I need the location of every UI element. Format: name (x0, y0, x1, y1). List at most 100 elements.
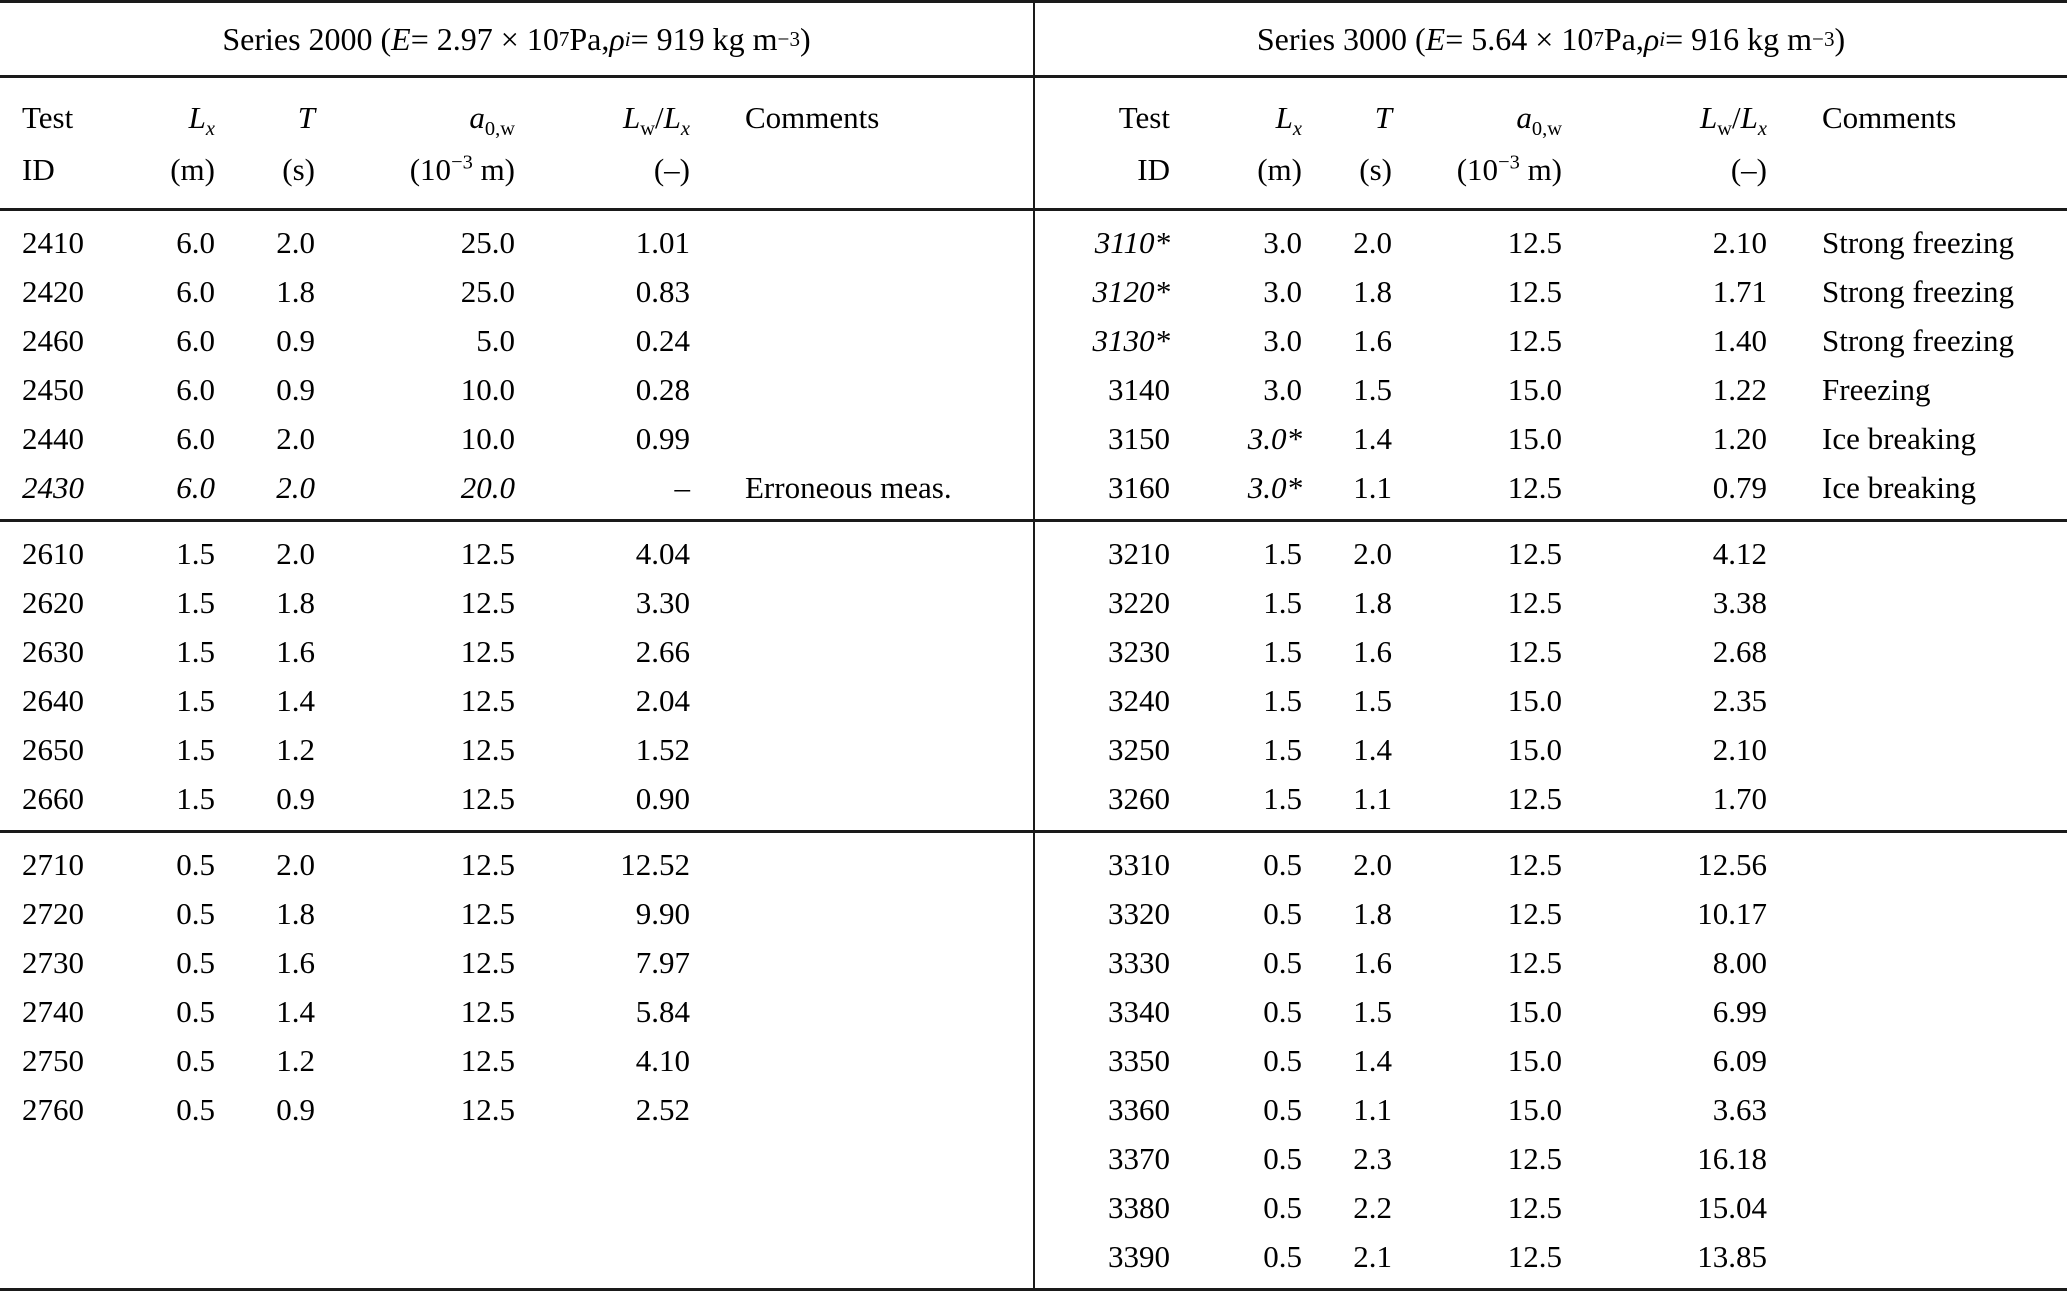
table-row: 3260 1.5 1.1 12.5 1.70 (1035, 774, 2067, 823)
cell-comments (1767, 1085, 2067, 1134)
cell-comments (690, 578, 1033, 627)
cell-a0w: 12.5 (1507, 896, 1562, 931)
cell-test-id: 2660 (22, 781, 84, 816)
table-row: 3370 0.5 2.3 12.5 16.18 (1035, 1134, 2067, 1183)
cell-a0w: 15.0 (1507, 1092, 1562, 1127)
series-2000-column-headers: Test ID Lx (m) T (s) a0,w (10−3 m) Lw/Lx (–) Comme… (0, 78, 1033, 208)
cell-test-id: 2630 (22, 634, 84, 669)
cell-comments (1767, 774, 2067, 823)
cell-test-id: 3130* (1092, 323, 1171, 358)
cell-a0w: 15.0 (1507, 372, 1562, 407)
table-row: 3230 1.5 1.6 12.5 2.68 (1035, 627, 2067, 676)
cell-t: 2.0 (276, 536, 315, 571)
column-header-a0w: a0,w (10−3 m) (1456, 100, 1562, 187)
cell-a0w: 12.5 (460, 994, 515, 1029)
cell-test-id: 2730 (22, 945, 84, 980)
cell-lw-lx: 6.09 (1712, 1043, 1767, 1078)
cell-t: 1.8 (1353, 585, 1392, 620)
cell-a0w: 25.0 (460, 225, 515, 260)
table-row: 2610 1.5 2.0 12.5 4.04 (0, 529, 1033, 578)
cell-lw-lx: 1.70 (1712, 781, 1767, 816)
cell-a0w: 15.0 (1507, 994, 1562, 1029)
cell-a0w: 10.0 (460, 372, 515, 407)
cell-test-id: 2740 (22, 994, 84, 1029)
cell-lx: 6.0 (176, 421, 215, 456)
cell-comments (1767, 529, 2067, 578)
cell-t: 0.9 (276, 323, 315, 358)
table-row: 2450 6.0 0.9 10.0 0.28 (0, 365, 1033, 414)
cell-lw-lx: 15.04 (1697, 1190, 1767, 1225)
cell-test-id: 3160 (1108, 470, 1170, 505)
cell-test-id: 2420 (22, 274, 84, 309)
table-row: 3250 1.5 1.4 15.0 2.10 (1035, 725, 2067, 774)
cell-a0w: 5.0 (476, 323, 515, 358)
table-row: 2750 0.5 1.2 12.5 4.10 (0, 1036, 1033, 1085)
cell-lw-lx: 2.35 (1712, 683, 1767, 718)
cell-lx: 0.5 (1263, 945, 1302, 980)
cell-lw-lx: 0.99 (635, 421, 690, 456)
cell-lw-lx: 2.10 (1712, 225, 1767, 260)
cell-a0w: 12.5 (460, 945, 515, 980)
cell-comments (1767, 1183, 2067, 1232)
cell-lx: 1.5 (1263, 634, 1302, 669)
cell-comments (1767, 578, 2067, 627)
cell-test-id: 2760 (22, 1092, 84, 1127)
table-row: 3140 3.0 1.5 15.0 1.22 Freezing (1035, 365, 2067, 414)
cell-a0w: 15.0 (1507, 1043, 1562, 1078)
cell-a0w: 12.5 (1507, 536, 1562, 571)
cell-t: 2.0 (276, 470, 315, 505)
cell-lw-lx: – (674, 470, 691, 505)
cell-a0w: 12.5 (460, 683, 515, 718)
cell-comments (690, 889, 1033, 938)
cell-t: 1.8 (276, 274, 315, 309)
cell-lx: 1.5 (1263, 585, 1302, 620)
cell-lw-lx: 1.01 (635, 225, 690, 260)
cell-lw-lx: 1.20 (1712, 421, 1767, 456)
cell-comments (690, 1036, 1033, 1085)
cell-lx: 0.5 (1263, 1092, 1302, 1127)
cell-test-id: 3140 (1108, 372, 1170, 407)
cell-lx: 1.5 (176, 536, 215, 571)
series-3000-group-1-rows: 3110* 3.0 2.0 12.5 2.10 Strong freezing 3120* 3… (1033, 211, 2067, 519)
cell-lw-lx: 5.84 (635, 994, 690, 1029)
cell-a0w: 12.5 (460, 896, 515, 931)
cell-lw-lx: 0.24 (635, 323, 690, 358)
series-2000-group-2-rows: 2610 1.5 2.0 12.5 4.04 2620 1.5 1.8 12.5 3.30 2630… (0, 522, 1033, 830)
cell-lw-lx: 0.83 (635, 274, 690, 309)
cell-comments (1767, 1036, 2067, 1085)
table-row: 2650 1.5 1.2 12.5 1.52 (0, 725, 1033, 774)
cell-test-id: 3230 (1108, 634, 1170, 669)
cell-lx: 0.5 (176, 1092, 215, 1127)
cell-a0w: 12.5 (460, 536, 515, 571)
cell-lx: 1.5 (176, 732, 215, 767)
column-header-test-id: Test ID (1118, 100, 1170, 187)
cell-a0w: 12.5 (1507, 634, 1562, 669)
cell-lw-lx: 2.66 (635, 634, 690, 669)
cell-a0w: 10.0 (460, 421, 515, 456)
cell-t: 1.8 (276, 896, 315, 931)
cell-lw-lx: 12.52 (620, 847, 690, 882)
column-header-t: T (s) (282, 100, 315, 187)
table-row: 3160 3.0* 1.1 12.5 0.79 Ice breaking (1035, 463, 2067, 512)
cell-t: 2.1 (1353, 1239, 1392, 1274)
cell-lx: 3.0 (1263, 274, 1302, 309)
cell-lx: 6.0 (176, 225, 215, 260)
column-header-row: Test ID Lx (m) T (s) a0,w (10−3 m) Lw/Lx (–) Comme… (0, 78, 2067, 211)
cell-lx: 6.0 (176, 470, 215, 505)
cell-t: 1.6 (276, 945, 315, 980)
cell-lx: 1.5 (1263, 683, 1302, 718)
cell-lx: 0.5 (1263, 1043, 1302, 1078)
cell-comments (1767, 676, 2067, 725)
table-row: 3110* 3.0 2.0 12.5 2.10 Strong freezing (1035, 218, 2067, 267)
cell-t: 1.8 (276, 585, 315, 620)
cell-test-id: 3340 (1108, 994, 1170, 1029)
cell-lx: 1.5 (1263, 781, 1302, 816)
cell-t: 1.4 (1353, 732, 1392, 767)
cell-lx: 0.5 (176, 945, 215, 980)
cell-lw-lx: 1.22 (1712, 372, 1767, 407)
table-row: 2620 1.5 1.8 12.5 3.30 (0, 578, 1033, 627)
group-3: 2710 0.5 2.0 12.5 12.52 2720 0.5 1.8 12.5 9.90 273… (0, 833, 2067, 1288)
cell-test-id: 2640 (22, 683, 84, 718)
cell-t: 1.1 (1353, 470, 1392, 505)
cell-lw-lx: 4.04 (635, 536, 690, 571)
